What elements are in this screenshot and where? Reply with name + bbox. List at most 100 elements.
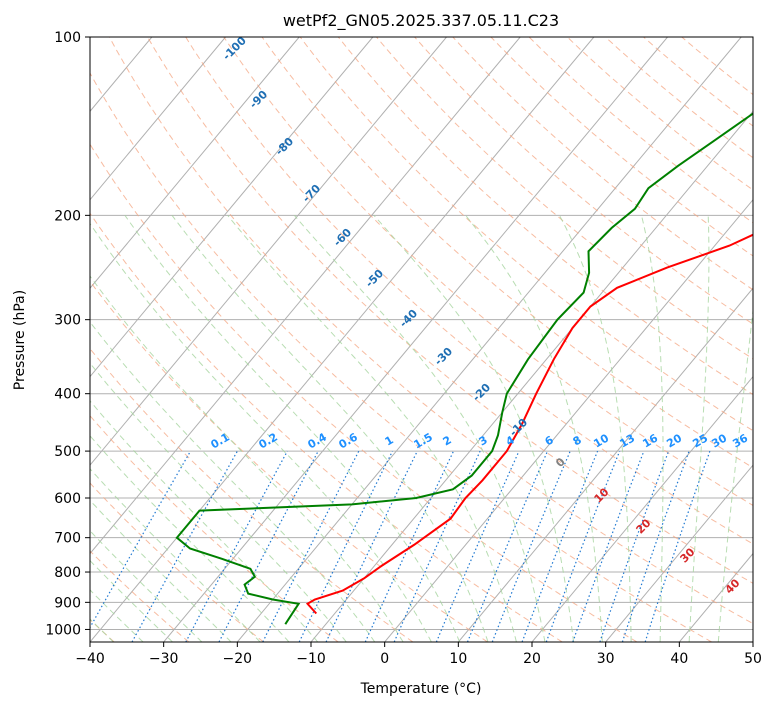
moist-adiabat-line [558, 215, 632, 642]
axis-ticks: −40 −30 −20 −10 0 10 20 30 40 5010020030040050060… [45, 30, 762, 667]
mixing-ratio-line [393, 450, 481, 642]
mixing-ratio-label: 6 [543, 433, 556, 448]
dry-adiabat-label: -70 [300, 182, 323, 205]
y-tick-label: 800 [54, 565, 81, 581]
dry-adiabat-line [90, 482, 264, 642]
mixing-ratio-line [621, 450, 690, 642]
dry-adiabat-line [90, 143, 638, 642]
x-axis-label: Temperature (°C) [360, 681, 482, 697]
mixing-ratio-label: 16 [640, 431, 660, 450]
dewpoint-profile-line [175, 112, 753, 625]
mixing-ratio-line [466, 450, 549, 642]
dry-adiabat-line [108, 37, 753, 625]
x-tick-label: 50 [744, 651, 762, 667]
dry-adiabat-line [90, 280, 488, 642]
moist-adiabat-line [90, 400, 319, 642]
isotherm-line [531, 375, 753, 642]
isotherm-line [457, 287, 753, 642]
y-tick-label: 600 [54, 491, 81, 507]
dry-adiabat-label: -40 [397, 307, 420, 330]
y-axis-label: Pressure (hPa) [12, 290, 28, 390]
dry-adiabat-label: -30 [432, 345, 455, 368]
x-tick-label: −30 [149, 651, 179, 667]
moist-adiabat-line [90, 499, 232, 642]
moist-adiabat-line [90, 275, 404, 642]
mixing-ratio-label: 0.2 [257, 430, 280, 451]
mixing-ratio-label: 1 [383, 433, 396, 448]
x-tick-label: 30 [597, 651, 615, 667]
moist-adiabat-line [373, 214, 575, 642]
mixing-ratio-line [218, 450, 319, 642]
x-tick-label: −10 [296, 651, 326, 667]
moist-adiabat-line [641, 215, 664, 642]
plot-frame [89, 36, 754, 643]
moist-adiabat-line [90, 362, 347, 642]
mixing-ratio-line [491, 450, 571, 642]
y-tick-label: 700 [54, 531, 81, 547]
x-tick-label: 10 [449, 651, 467, 667]
y-tick-label: 300 [54, 313, 81, 329]
isotherm-line [90, 37, 226, 201]
x-tick-label: −20 [223, 651, 253, 667]
dry-adiabat-line [90, 72, 712, 642]
mixing-ratio-line [262, 450, 360, 642]
moist-adiabat-line [717, 306, 753, 642]
dry-adiabat-line [376, 37, 753, 360]
mixing-ratio-line [298, 450, 394, 642]
dry-adiabat-label: -80 [273, 135, 296, 158]
dry-adiabat-label: -90 [247, 88, 270, 111]
y-tick-label: 100 [54, 30, 81, 46]
dry-adiabat-line [643, 37, 753, 127]
y-tick-label: 400 [54, 387, 81, 403]
mixing-ratio-label: 36 [730, 431, 750, 450]
dry-adiabat-line [90, 415, 339, 642]
y-tick-label: 500 [54, 444, 81, 460]
dry-adiabat-line [681, 37, 753, 96]
dry-adiabat-line [566, 37, 753, 191]
isotherm-line [90, 37, 447, 466]
chart-title: wetPf2_GN05.2025.337.05.11.C23 [283, 11, 559, 31]
moist-adiabat-line [227, 214, 517, 642]
dry-adiabat-line [90, 347, 414, 642]
y-tick-label: 200 [54, 208, 81, 224]
moist-adiabat-line [124, 215, 461, 642]
dry-adiabat-label: -20 [470, 381, 493, 404]
moist-adiabat-line [90, 530, 203, 642]
x-tick-label: 20 [523, 651, 541, 667]
mixing-ratio-line [572, 450, 645, 642]
mixing-ratio-line [521, 450, 599, 642]
mixing-ratio-line [325, 450, 418, 642]
moist-adiabat-label: 40 [723, 576, 743, 596]
isotherm-line [90, 37, 300, 289]
isotherm-line [605, 464, 753, 642]
mixing-ratio-label: 10 [591, 431, 611, 450]
mixing-ratio-label: 0.6 [337, 430, 361, 451]
profile-lines [175, 112, 753, 625]
mixing-ratio-label: 0.4 [306, 430, 330, 451]
moist-adiabat-line [90, 435, 290, 642]
mixing-ratio-line [90, 450, 192, 629]
isotherm-line [0, 37, 5, 642]
moist-adiabat-line [688, 215, 710, 642]
mixing-ratio-label: 20 [664, 431, 684, 450]
isotherm-line [163, 37, 668, 642]
dry-adiabat-line [414, 37, 753, 325]
isotherm-line [90, 37, 374, 378]
mixing-ratio-line [545, 450, 621, 642]
moist-adiabat-line [90, 321, 376, 642]
moist-adiabat-line [90, 559, 173, 642]
moist-adiabat-line [293, 214, 546, 642]
dry-adiabat-label: -50 [363, 267, 386, 290]
background-lines [0, 37, 753, 642]
dry-adiabat-line [337, 37, 753, 396]
dry-adiabat-line [452, 37, 753, 291]
isotherm-line [90, 37, 595, 642]
mixing-ratio-line [644, 450, 711, 642]
mixing-ratio-label: 2 [441, 433, 454, 448]
dry-adiabat-label: -60 [331, 226, 354, 249]
mixing-ratio-label: 1.5 [412, 430, 435, 451]
mixing-ratio-label: 8 [571, 433, 584, 448]
y-tick-label: 900 [54, 595, 81, 611]
temperature-profile-line [305, 233, 753, 615]
